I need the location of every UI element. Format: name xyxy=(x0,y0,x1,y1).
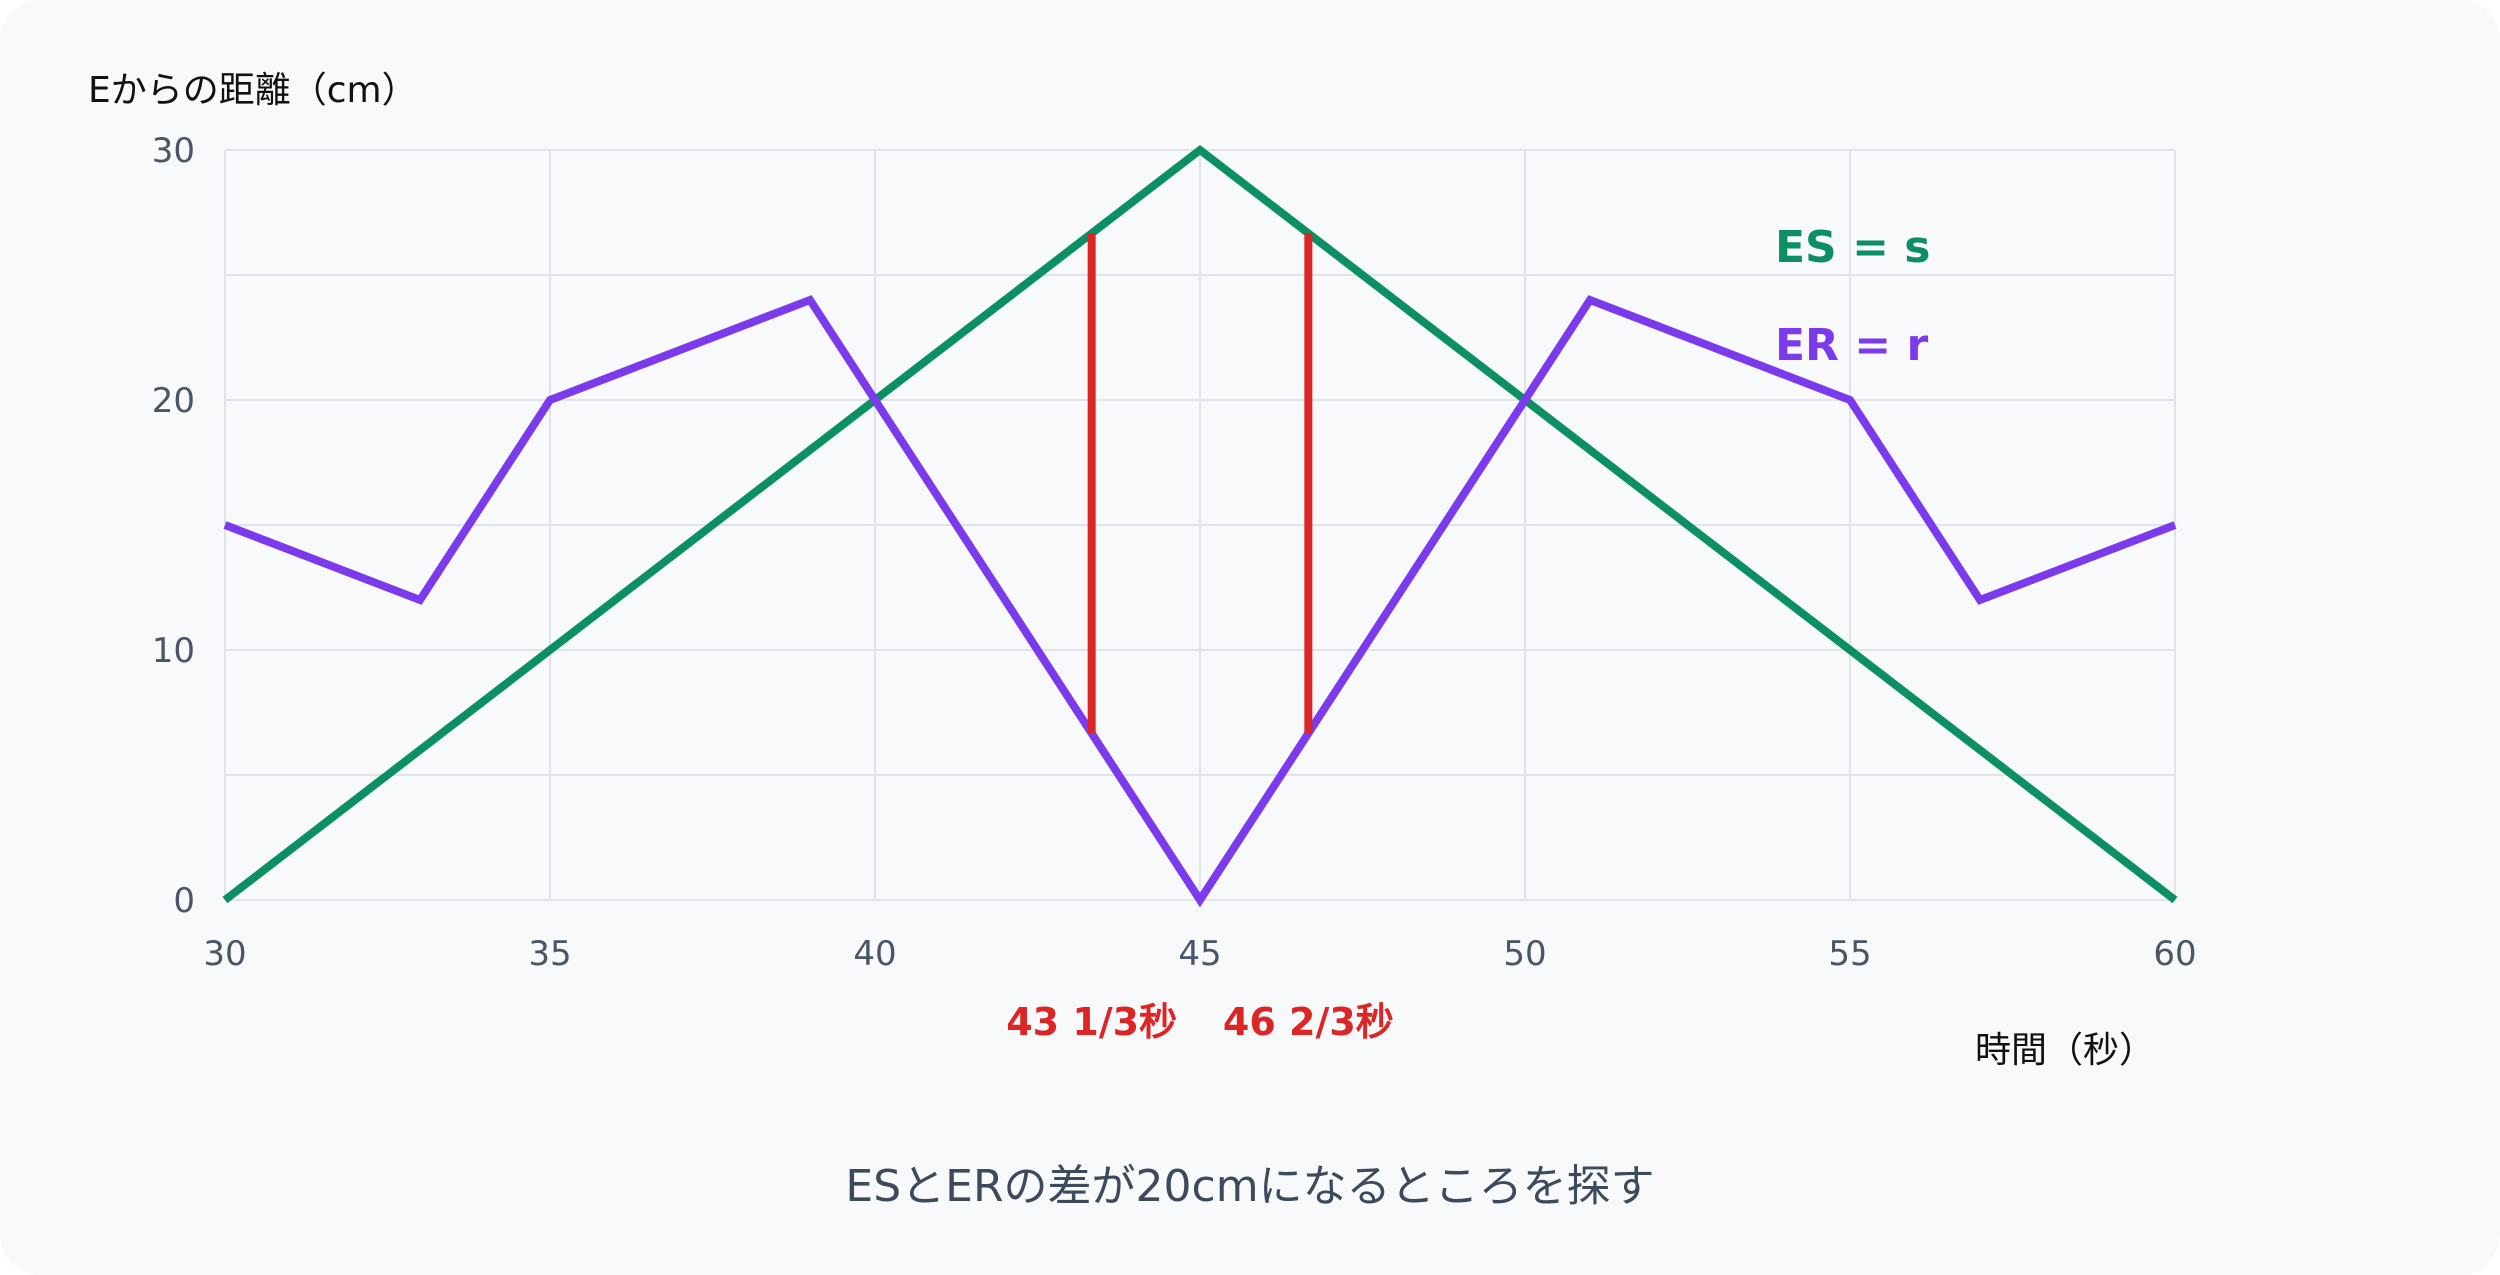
caption: ESとERの差が20cmになるところを探す xyxy=(845,1161,1655,1212)
series-line-er xyxy=(223,295,2177,908)
legend-er: ER = r xyxy=(1775,320,1928,371)
x-tick-label: 30 xyxy=(203,934,246,974)
y-tick-label: 0 xyxy=(173,881,195,921)
x-tick-label: 50 xyxy=(1503,934,1546,974)
y-tick-labels: 0 10 20 30 xyxy=(152,131,195,921)
x-tick-label: 60 xyxy=(2153,934,2196,974)
x-tick-label: 45 xyxy=(1178,934,1221,974)
y-axis-title: Eからの距離（cm） xyxy=(88,70,418,111)
x-tick-label: 55 xyxy=(1828,934,1871,974)
y-tick-label: 20 xyxy=(152,381,195,421)
annotation-lines: 43 1/3秒 46 2/3秒 xyxy=(1006,233,1394,1044)
annotation-label: 43 1/3秒 xyxy=(1006,1000,1177,1044)
y-tick-label: 10 xyxy=(152,631,195,671)
annotation-label: 46 2/3秒 xyxy=(1223,1000,1394,1044)
x-tick-label: 35 xyxy=(528,934,571,974)
series-lines xyxy=(222,144,2178,908)
legend-es: ES = s xyxy=(1775,222,1930,273)
y-tick-label: 30 xyxy=(152,131,195,171)
x-tick-labels: 30 35 40 45 50 55 60 xyxy=(203,934,2196,974)
x-axis-title: 時間（秒） xyxy=(1975,1030,2155,1071)
x-tick-label: 40 xyxy=(853,934,896,974)
series-line-es xyxy=(222,144,2178,904)
